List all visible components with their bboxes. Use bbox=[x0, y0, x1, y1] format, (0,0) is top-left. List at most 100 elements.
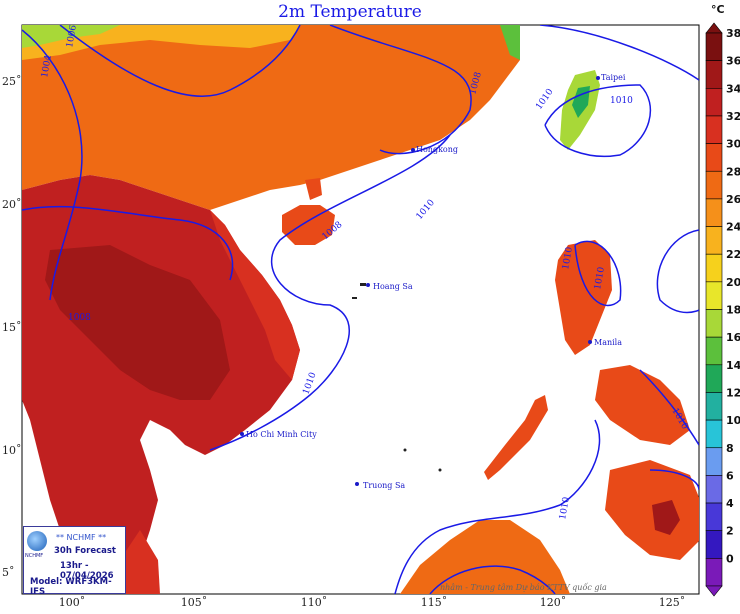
place-manila: Manila bbox=[594, 338, 622, 347]
isobar-label: 1006 bbox=[65, 24, 79, 49]
colorbar-swatch bbox=[705, 198, 723, 227]
isobar-label: 1010 bbox=[558, 496, 572, 521]
colorbar-label: 38 bbox=[726, 27, 740, 40]
logo-text: NCHMF bbox=[25, 553, 44, 559]
isobar-line bbox=[22, 29, 83, 301]
isobar-line bbox=[429, 565, 556, 594]
land-taiwan-core bbox=[572, 86, 590, 118]
colorbar-label: 10 bbox=[726, 414, 740, 427]
land-palawan bbox=[484, 395, 548, 480]
lat-tick: 10˚ bbox=[2, 444, 22, 457]
land-mindanao bbox=[605, 460, 699, 560]
colorbar-swatch bbox=[705, 143, 723, 172]
isobar-label: 1010 bbox=[610, 96, 633, 106]
colorbar-swatch bbox=[705, 364, 723, 393]
colorbar-swatch bbox=[705, 309, 723, 338]
land-china-east-green bbox=[500, 25, 520, 60]
colorbar-swatch bbox=[705, 115, 723, 144]
lat-tick: 20˚ bbox=[2, 198, 22, 211]
colorbar-label: 20 bbox=[726, 276, 740, 289]
colorbar-swatch bbox=[705, 475, 723, 504]
colorbar-label: 4 bbox=[726, 497, 734, 510]
isobar-label: 1010 bbox=[593, 266, 607, 291]
colorbar-swatch bbox=[705, 419, 723, 449]
nchmf-logo-icon bbox=[27, 531, 47, 551]
place-dot bbox=[411, 148, 415, 152]
land-vietnam-red bbox=[210, 210, 300, 380]
land-mindanao-core bbox=[652, 500, 680, 535]
colorbar-label: 14 bbox=[726, 359, 740, 372]
colorbar-label: 32 bbox=[726, 110, 740, 123]
lon-tick: 110˚ bbox=[301, 596, 328, 609]
place-hoang-sa: Hoang Sa bbox=[373, 282, 413, 291]
isobar-line bbox=[574, 240, 622, 307]
isobar-label: 1010 bbox=[561, 246, 575, 271]
lat-axis: 25˚ 20˚ 15˚ 10˚ 5˚ bbox=[2, 75, 22, 579]
land-hainan bbox=[282, 205, 335, 245]
isobar-line bbox=[22, 205, 234, 281]
colorbar-label: 36 bbox=[726, 55, 740, 68]
lon-axis: 100˚ 105˚ 110˚ 115˚ 120˚ 125˚ bbox=[59, 596, 686, 609]
isobar-line bbox=[329, 25, 472, 155]
land-visayas bbox=[595, 365, 690, 445]
lon-tick: 115˚ bbox=[421, 596, 448, 609]
place-dot bbox=[596, 76, 600, 80]
map-title: 2m Temperature bbox=[278, 2, 422, 22]
colorbar-swatch bbox=[705, 88, 723, 117]
land-luzon bbox=[555, 240, 612, 355]
land-malay-peninsula bbox=[120, 530, 160, 594]
lon-tick: 120˚ bbox=[540, 596, 567, 609]
colorbar-swatch bbox=[705, 60, 723, 89]
place-dot bbox=[366, 283, 370, 287]
lon-tick: 105˚ bbox=[181, 596, 208, 609]
isobars bbox=[22, 25, 699, 594]
colorbar-label: 12 bbox=[726, 386, 740, 399]
isobar-line bbox=[544, 84, 651, 157]
colorbar-top-triangle bbox=[705, 22, 723, 34]
colorbar-swatch bbox=[705, 558, 723, 587]
colorbar-swatch bbox=[705, 336, 723, 366]
isobar-line bbox=[394, 419, 601, 594]
org-label: ** NCHMF ** bbox=[56, 533, 107, 542]
colorbar-label: 16 bbox=[726, 331, 740, 344]
colorbar-bottom-triangle bbox=[705, 585, 723, 597]
colorbar-swatch bbox=[705, 447, 723, 476]
isobar-line bbox=[209, 134, 451, 451]
run-time: 13hr - 07/04/2026 bbox=[60, 561, 114, 581]
colorbar-label: 22 bbox=[726, 248, 740, 261]
land-leizhou bbox=[305, 178, 322, 200]
model-name: Model: WRF3KM-IFS bbox=[30, 577, 112, 597]
isobar-line bbox=[539, 25, 699, 81]
colorbar-label: 6 bbox=[726, 469, 734, 482]
colorbar-label: 26 bbox=[726, 193, 740, 206]
place-hongkong: Hongkong bbox=[416, 145, 458, 154]
colorbar-label: 0 bbox=[726, 552, 734, 565]
isobar-line bbox=[59, 25, 301, 97]
lat-tick: 25˚ bbox=[2, 75, 22, 88]
forecast-hours: 30h Forecast bbox=[54, 546, 116, 556]
island-paracel-2 bbox=[352, 297, 357, 299]
island-paracel bbox=[360, 283, 366, 286]
place-truong-sa: Truong Sa bbox=[363, 481, 405, 490]
credit-text: nhâm - Trung tâm Dự báo KTTV quốc gia bbox=[440, 583, 607, 592]
colorbar-swatch bbox=[705, 502, 723, 531]
land-borneo bbox=[400, 520, 570, 594]
lon-tick: 100˚ bbox=[59, 596, 86, 609]
colorbar-swatch bbox=[705, 226, 723, 255]
colorbar-unit: °C bbox=[711, 3, 725, 16]
colorbar-label: 24 bbox=[726, 221, 740, 234]
colorbar-label: 30 bbox=[726, 138, 740, 151]
island-spratly bbox=[403, 448, 407, 452]
place-dot bbox=[355, 482, 359, 486]
colorbar-swatch bbox=[705, 253, 723, 283]
lon-tick: 125˚ bbox=[659, 596, 686, 609]
colorbar-label: 18 bbox=[726, 304, 740, 317]
place-dot bbox=[240, 432, 244, 436]
colorbar-swatch bbox=[705, 281, 723, 310]
isobar-line bbox=[639, 369, 699, 446]
colorbar-swatch bbox=[705, 530, 723, 559]
colorbar-swatch bbox=[705, 170, 723, 200]
land-china-north-green bbox=[22, 25, 120, 48]
